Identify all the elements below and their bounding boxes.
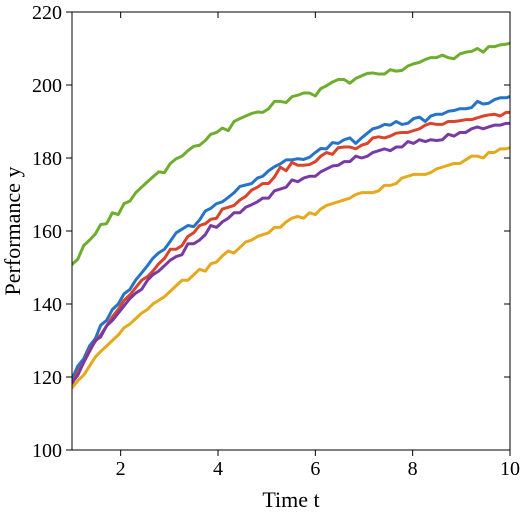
ytick-label: 140 bbox=[32, 294, 62, 316]
ytick-label: 220 bbox=[32, 2, 62, 24]
chart-svg: 2 4 6 8 10 100 120 140 160 180 200 220 Time t Perform… bbox=[0, 0, 523, 515]
performance-chart: 2 4 6 8 10 100 120 140 160 180 200 220 Time t Perform… bbox=[0, 0, 523, 515]
y-axis-title: Performance y bbox=[0, 167, 25, 296]
xtick-label: 8 bbox=[408, 458, 418, 480]
ytick-label: 120 bbox=[32, 367, 62, 389]
xtick-label: 10 bbox=[500, 458, 520, 480]
xtick-label: 2 bbox=[116, 458, 126, 480]
xtick-label: 4 bbox=[213, 458, 223, 480]
xtick-label: 6 bbox=[310, 458, 320, 480]
ytick-label: 100 bbox=[32, 440, 62, 462]
ytick-label: 200 bbox=[32, 75, 62, 97]
x-axis-title: Time t bbox=[262, 487, 319, 512]
ytick-label: 160 bbox=[32, 221, 62, 243]
ytick-label: 180 bbox=[32, 148, 62, 170]
